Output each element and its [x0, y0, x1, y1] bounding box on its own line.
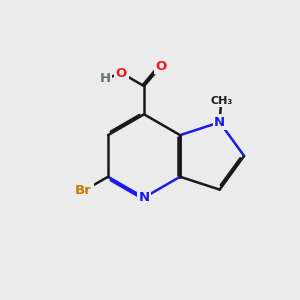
Text: O: O — [116, 67, 127, 80]
Text: Br: Br — [75, 184, 92, 197]
Text: N: N — [139, 191, 150, 204]
Text: H: H — [100, 72, 111, 86]
Text: CH₃: CH₃ — [210, 96, 232, 106]
Text: N: N — [214, 116, 225, 129]
Text: O: O — [155, 60, 166, 73]
